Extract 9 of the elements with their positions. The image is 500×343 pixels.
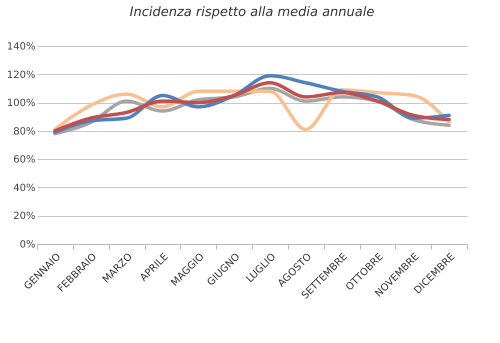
y-tick-label: 120% bbox=[6, 70, 36, 81]
y-tick-label: 40% bbox=[13, 182, 36, 194]
chart-title: Incidenza rispetto alla media annuale bbox=[130, 5, 374, 20]
y-tick-label: 140% bbox=[6, 42, 36, 52]
y-tick-label: 100% bbox=[6, 98, 36, 110]
y-tick-label: 20% bbox=[13, 211, 36, 222]
y-tick-label: 60% bbox=[13, 154, 36, 166]
y-tick-label: 80% bbox=[13, 126, 36, 138]
y-tick-label: 0% bbox=[20, 240, 36, 250]
